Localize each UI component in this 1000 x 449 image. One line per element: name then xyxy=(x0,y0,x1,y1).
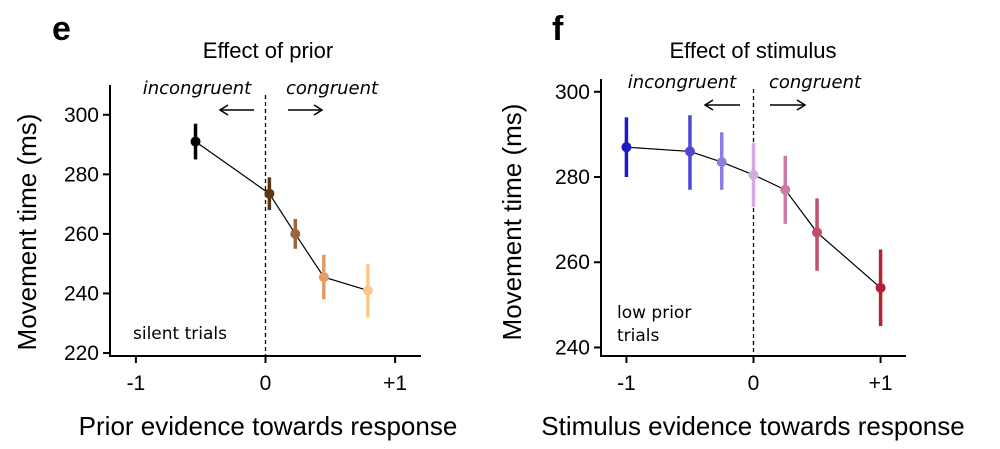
silent-trials-note: silent trials xyxy=(133,324,227,344)
data-point xyxy=(748,169,759,180)
data-point xyxy=(780,184,791,195)
x-axis-label: Stimulus evidence towards response xyxy=(541,411,964,441)
data-point xyxy=(318,272,329,283)
y-tick-label: 260 xyxy=(555,251,590,274)
y-tick-label: 300 xyxy=(555,81,590,104)
data-point xyxy=(264,188,275,199)
x-tick-label: 0 xyxy=(748,372,760,395)
series-line xyxy=(195,141,369,292)
data-points xyxy=(190,123,373,318)
data-point xyxy=(875,282,886,293)
right-arrow xyxy=(288,104,324,116)
y-tick-label: 280 xyxy=(64,163,99,186)
data-point xyxy=(684,146,695,157)
congruent-label: congruent xyxy=(286,78,379,99)
x-tick-label: -1 xyxy=(127,372,146,395)
y-tick-label: 240 xyxy=(64,282,99,305)
y-tick-label: 260 xyxy=(64,223,99,246)
data-points xyxy=(621,115,886,327)
y-axis-label: Movement time (ms) xyxy=(12,114,42,351)
congruent-label: congruent xyxy=(769,72,862,93)
data-point xyxy=(290,228,301,239)
data-point xyxy=(190,136,201,147)
panel-f: f Effect of stimulus Movement time (ms) … xyxy=(497,10,965,441)
x-ticks: -1 0 +1 xyxy=(617,356,893,395)
left-arrow xyxy=(703,99,740,111)
chart-title: Effect of prior xyxy=(203,38,333,63)
low-prior-note-line2: trials xyxy=(617,326,660,346)
chart-title: Effect of stimulus xyxy=(669,38,836,63)
data-point xyxy=(812,227,823,238)
right-arrow xyxy=(770,99,807,111)
y-tick-label: 240 xyxy=(555,336,590,359)
panel-e: e Effect of prior Movement time (ms) Pri… xyxy=(12,10,457,441)
data-point xyxy=(621,142,632,153)
y-tick-label: 220 xyxy=(64,342,99,365)
low-prior-note-line1: low prior xyxy=(617,303,691,323)
data-point xyxy=(362,285,373,296)
x-tick-label: +1 xyxy=(383,372,407,395)
panel-letter: e xyxy=(52,10,71,48)
x-tick-label: +1 xyxy=(869,372,893,395)
left-arrow xyxy=(218,104,254,116)
incongruent-label: incongruent xyxy=(143,78,252,99)
y-tick-label: 280 xyxy=(555,166,590,189)
data-point xyxy=(716,157,727,168)
panel-letter: f xyxy=(552,10,564,48)
y-tick-label: 300 xyxy=(64,104,99,127)
y-ticks: 240 260 280 300 xyxy=(555,81,601,359)
x-tick-label: -1 xyxy=(617,372,636,395)
y-ticks: 220 240 260 280 300 xyxy=(64,104,110,365)
y-axis-label: Movement time (ms) xyxy=(497,104,527,341)
incongruent-label: incongruent xyxy=(628,72,737,93)
x-axis-label: Prior evidence towards response xyxy=(79,411,458,441)
x-tick-label: 0 xyxy=(260,372,272,395)
x-ticks: -1 0 +1 xyxy=(127,356,407,395)
